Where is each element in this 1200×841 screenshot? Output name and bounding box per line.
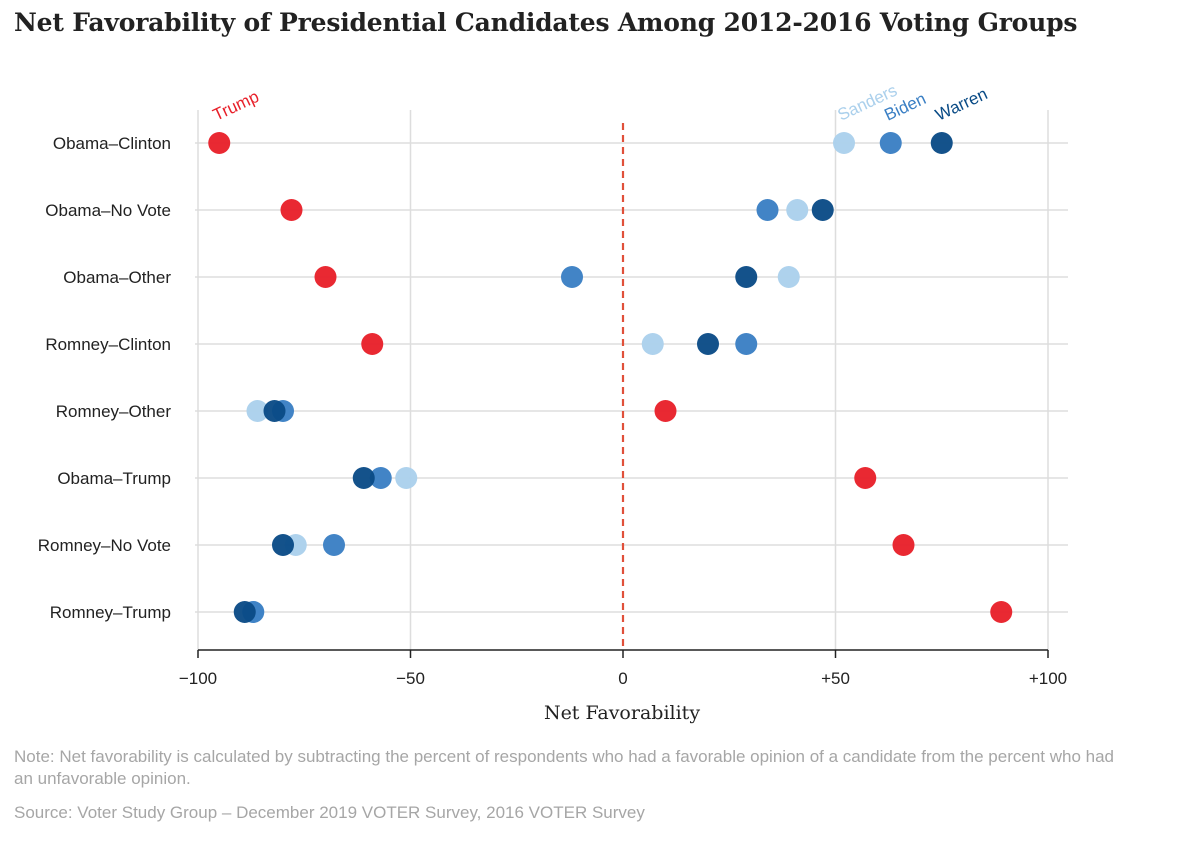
dot-trump-1: [208, 132, 231, 154]
dot-biden-1: [879, 132, 902, 154]
chart-source: Source: Voter Study Group – December 201…: [14, 803, 645, 822]
dot-sanders-3: [777, 266, 800, 288]
y-tick-label: Romney–Other: [56, 402, 172, 421]
y-tick-label: Obama–No Vote: [45, 201, 171, 220]
dot-biden-7: [323, 534, 345, 556]
dot-trump-8: [990, 601, 1013, 623]
y-tick-label: Romney–Clinton: [45, 335, 171, 354]
grid-lines: [195, 110, 1068, 650]
dot-sanders-1: [833, 132, 855, 154]
dot-trump-7: [892, 534, 915, 556]
dot-warren-8: [233, 601, 256, 623]
y-tick-label: Romney–No Vote: [38, 536, 171, 555]
y-tick-label: Obama–Trump: [57, 469, 171, 488]
dot-warren-4: [697, 333, 719, 355]
dot-warren-6: [352, 467, 375, 489]
dot-warren-2: [811, 199, 834, 221]
dot-sanders-5: [246, 400, 269, 422]
dot-sanders-2: [786, 199, 809, 221]
y-tick-label: Obama–Clinton: [53, 134, 171, 153]
x-axis-title: Net Favorability: [544, 702, 700, 724]
y-axis-labels: Obama–Clinton Obama–No Vote Obama–Other Rom…: [38, 134, 172, 622]
x-tick-label: −100: [179, 669, 217, 688]
dot-warren-1: [930, 132, 953, 154]
chart-title: Net Favorability of Presidential Candida…: [14, 8, 1078, 37]
dot-biden-4: [735, 333, 758, 355]
dot-biden-6: [369, 467, 392, 489]
dot-trump-4: [361, 333, 384, 355]
x-tick-label: +50: [821, 669, 850, 688]
series-label-warren: Warren: [932, 84, 990, 125]
y-tick-label: Romney–Trump: [50, 603, 171, 622]
dot-trump-2: [280, 199, 303, 221]
x-tick-label: 0: [618, 669, 627, 688]
series-label-trump: Trump: [210, 87, 262, 125]
y-tick-label: Obama–Other: [63, 268, 171, 287]
chart-note: Note: Net favorability is calculated by …: [14, 747, 1115, 788]
dot-biden-2: [756, 199, 779, 221]
dot-sanders-6: [395, 467, 418, 489]
dot-sanders-4: [641, 333, 664, 355]
x-tick-label: +100: [1029, 669, 1067, 688]
dot-warren-5: [263, 400, 286, 422]
dot-warren-7: [272, 534, 294, 556]
dot-trump-3: [314, 266, 337, 288]
dot-trump-6: [854, 467, 877, 489]
dot-biden-3: [561, 266, 583, 288]
x-tick-label: −50: [396, 669, 425, 688]
dot-trump-5: [654, 400, 677, 422]
x-axis: −100 −50 0 +50 +100: [179, 649, 1067, 688]
data-points: [208, 132, 1013, 623]
dot-warren-3: [735, 266, 758, 288]
